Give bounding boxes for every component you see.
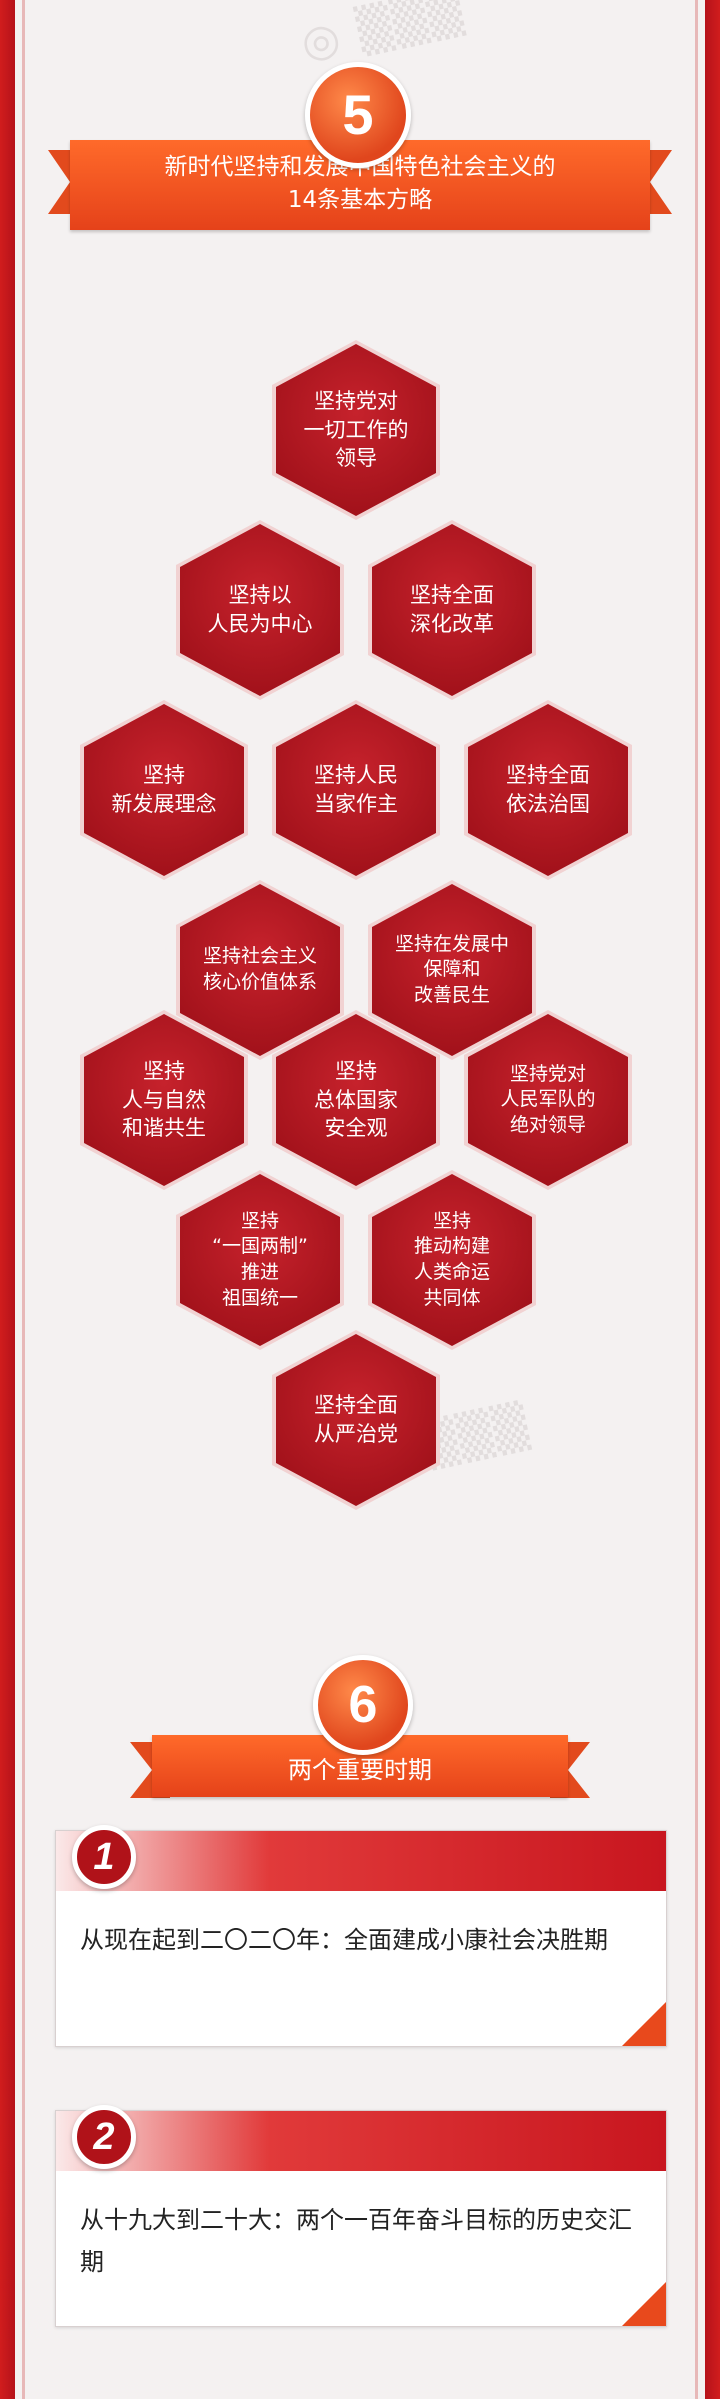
strategy-hex-label: 坚持 总体国家 安全观 [314,1058,398,1141]
strategy-hex-item: 坚持全面 从严治党 [272,1330,440,1510]
card-fold-corner [622,2282,666,2326]
watermark-logo-icon: ◎ ▒▒▒ [296,0,469,70]
strategy-hex-label: 坚持 推动构建 人类命运 共同体 [413,1209,490,1309]
strategy-hex-label: 坚持社会主义 核心价值体系 [202,945,317,993]
strategy-hex-label: 坚持 新发展理念 [111,763,217,816]
strategy-hex-item: 坚持全面 依法治国 [464,700,632,880]
card-header-bar [56,1831,666,1891]
strategy-hex-item: 坚持在发展中 保障和 改善民生 [368,880,536,1060]
strategy-hex-label: 坚持人民 当家作主 [314,763,398,816]
strategy-hex-item: 坚持人民 当家作主 [272,700,440,880]
strategy-hex-item: 坚持 总体国家 安全观 [272,1010,440,1190]
strategy-hex-item: 坚持社会主义 核心价值体系 [176,880,344,1060]
strategy-hex-label: 坚持全面 依法治国 [506,763,590,816]
strategy-hex-item: 坚持 人与自然 和谐共生 [80,1010,248,1190]
strategy-hex-label: 坚持党对 一切工作的 领导 [303,388,409,471]
period-card-1: 1 从现在起到二〇二〇年：全面建成小康社会决胜期 [55,1825,667,2047]
section-5-number: 5 [305,62,411,168]
strategy-hex-item: 坚持党对 一切工作的 领导 [272,340,440,520]
strategy-hex-label: 坚持党对 人民军队的 绝对领导 [500,1062,596,1136]
period-text-2: 从十九大到二十大：两个一百年奋斗目标的历史交汇期 [80,2206,632,2276]
left-frame-border [0,0,15,2399]
right-frame-border [705,0,720,2399]
period-text-1: 从现在起到二〇二〇年：全面建成小康社会决胜期 [80,1926,608,1954]
strategy-hex-label: 坚持以 人民为中心 [207,583,313,636]
period-number-2: 2 [72,2105,136,2169]
period-number-1: 1 [72,1825,136,1889]
strategy-hex-item: 坚持全面 深化改革 [368,520,536,700]
strategy-hex-item: 坚持 推动构建 人类命运 共同体 [368,1170,536,1350]
right-inner-line [695,0,698,2399]
card-header-bar [56,2111,666,2171]
strategy-hex-label: 坚持 “一国两制” 推进 祖国统一 [212,1209,308,1309]
period-card-2: 2 从十九大到二十大：两个一百年奋斗目标的历史交汇期 [55,2105,667,2327]
left-inner-line [22,0,25,2399]
section-6-title: 两个重要时期 [288,1756,432,1784]
strategy-hex-item: 坚持 新发展理念 [80,700,248,880]
strategy-hex-label: 坚持 人与自然 和谐共生 [122,1058,206,1141]
strategy-hex-label: 坚持全面 从严治党 [314,1393,398,1446]
section-6-number: 6 [313,1655,413,1755]
strategy-hex-label: 坚持在发展中 保障和 改善民生 [394,932,509,1006]
strategy-hex-item: 坚持 “一国两制” 推进 祖国统一 [176,1170,344,1350]
strategy-hex-item: 坚持以 人民为中心 [176,520,344,700]
strategy-hex-label: 坚持全面 深化改革 [410,583,494,636]
strategy-hex-item: 坚持党对 人民军队的 绝对领导 [464,1010,632,1190]
section-5-title-line2: 14条基本方略 [287,187,433,214]
card-fold-corner [622,2002,666,2046]
